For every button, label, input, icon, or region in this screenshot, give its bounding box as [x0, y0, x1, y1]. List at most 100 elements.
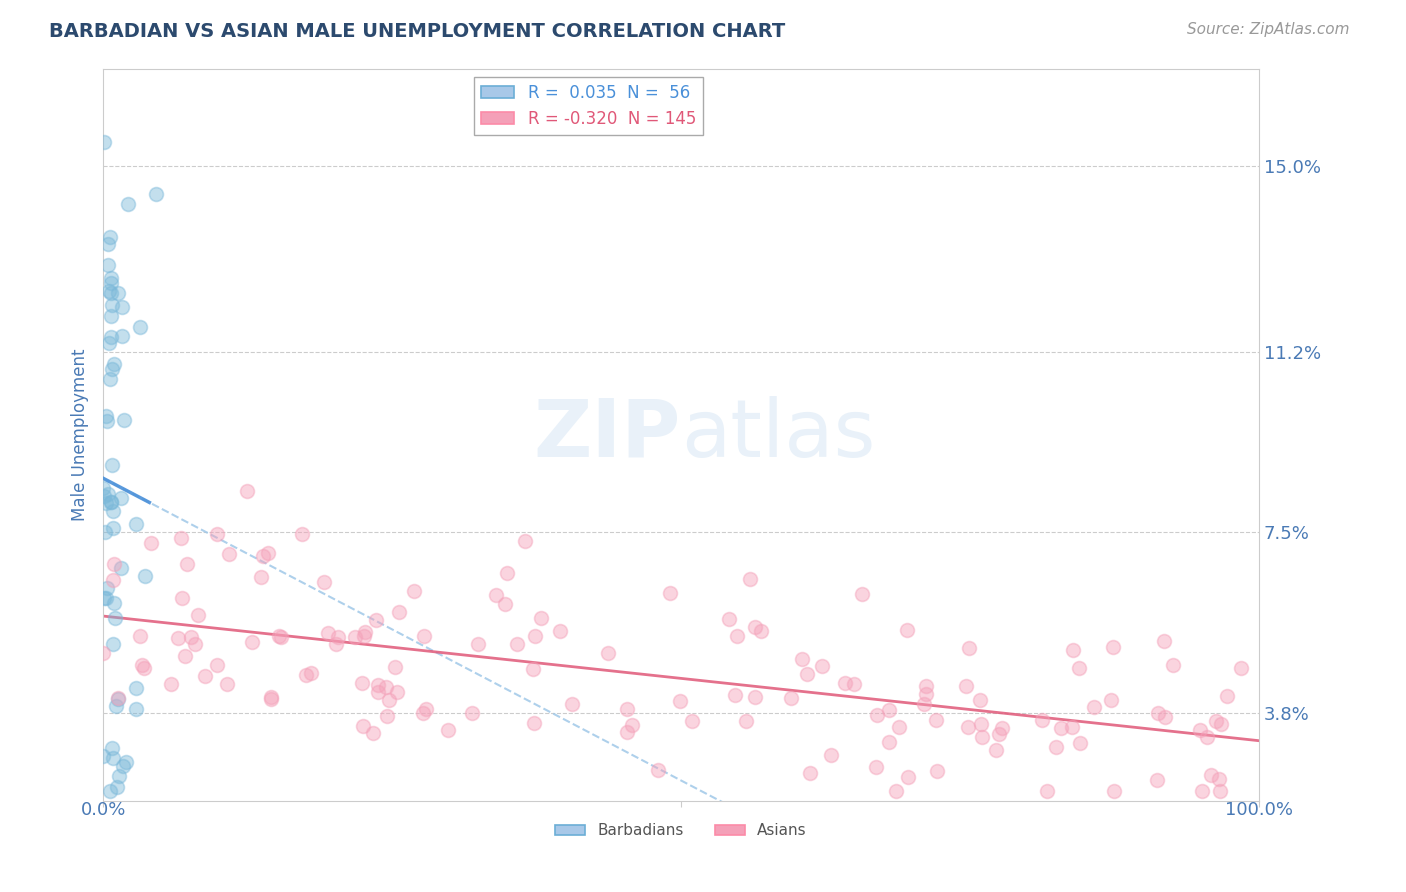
Point — [235, 484, 257, 499]
Point — [96, 591, 118, 606]
Point — [312, 574, 335, 589]
Point — [194, 668, 217, 682]
Point — [970, 716, 993, 731]
Point — [725, 629, 748, 643]
Point — [669, 694, 692, 708]
Text: BARBADIAN VS ASIAN MALE UNEMPLOYMENT CORRELATION CHART: BARBADIAN VS ASIAN MALE UNEMPLOYMENT COR… — [49, 22, 786, 41]
Point — [366, 613, 388, 627]
Point — [955, 679, 977, 693]
Point — [174, 648, 197, 663]
Point — [132, 661, 155, 675]
Point — [970, 730, 993, 744]
Point — [129, 320, 152, 334]
Point — [1083, 699, 1105, 714]
Point — [170, 591, 193, 606]
Point — [316, 625, 339, 640]
Point — [1045, 739, 1067, 754]
Point — [1102, 640, 1125, 654]
Point — [621, 717, 644, 731]
Point — [184, 637, 207, 651]
Point — [105, 780, 128, 794]
Point — [100, 495, 122, 509]
Point — [159, 676, 181, 690]
Text: 100.0%: 100.0% — [1225, 801, 1292, 819]
Point — [141, 536, 163, 550]
Point — [367, 678, 389, 692]
Point — [467, 637, 489, 651]
Point — [270, 630, 292, 644]
Point — [299, 665, 322, 680]
Point — [851, 586, 873, 600]
Point — [897, 771, 920, 785]
Point — [1102, 784, 1125, 798]
Point — [104, 611, 127, 625]
Point — [167, 631, 190, 645]
Point — [749, 624, 772, 639]
Point — [522, 662, 544, 676]
Point — [884, 784, 907, 798]
Point — [1060, 720, 1083, 734]
Point — [134, 569, 156, 583]
Point — [1230, 661, 1253, 675]
Point — [744, 690, 766, 704]
Point — [361, 725, 384, 739]
Point — [96, 496, 118, 510]
Point — [877, 703, 900, 717]
Point — [97, 236, 120, 251]
Point — [129, 629, 152, 643]
Point — [374, 680, 396, 694]
Point — [865, 759, 887, 773]
Point — [352, 675, 374, 690]
Point — [1063, 643, 1085, 657]
Point — [820, 747, 842, 762]
Point — [1197, 730, 1219, 744]
Point — [957, 641, 980, 656]
Point — [780, 691, 803, 706]
Point — [1035, 784, 1057, 798]
Point — [260, 691, 283, 706]
Point — [1099, 693, 1122, 707]
Point — [103, 558, 125, 572]
Point — [1199, 768, 1222, 782]
Point — [131, 658, 153, 673]
Point — [513, 533, 536, 548]
Point — [659, 586, 682, 600]
Point — [98, 284, 121, 298]
Point — [295, 667, 318, 681]
Point — [267, 629, 290, 643]
Point — [93, 481, 115, 495]
Point — [205, 658, 228, 673]
Point — [104, 698, 127, 713]
Point — [496, 566, 519, 580]
Point — [353, 629, 375, 643]
Point — [259, 690, 281, 705]
Point — [145, 186, 167, 201]
Point — [114, 755, 136, 769]
Point — [328, 630, 350, 644]
Point — [415, 702, 437, 716]
Point — [354, 624, 377, 639]
Point — [97, 487, 120, 501]
Point — [249, 570, 271, 584]
Point — [524, 629, 547, 643]
Point — [740, 572, 762, 586]
Point — [404, 584, 426, 599]
Point — [101, 362, 124, 376]
Point — [93, 591, 115, 606]
Point — [796, 667, 818, 681]
Point — [912, 697, 935, 711]
Point — [717, 612, 740, 626]
Point — [103, 521, 125, 535]
Point — [681, 714, 703, 728]
Y-axis label: Male Unemployment: Male Unemployment — [72, 349, 89, 521]
Legend: Barbadians, Asians: Barbadians, Asians — [548, 817, 813, 845]
Point — [647, 763, 669, 777]
Point — [125, 516, 148, 531]
Text: ZIP: ZIP — [534, 396, 681, 474]
Point — [100, 286, 122, 301]
Point — [616, 724, 638, 739]
Point — [915, 679, 938, 693]
Point — [969, 693, 991, 707]
Point — [91, 749, 114, 764]
Point — [834, 675, 856, 690]
